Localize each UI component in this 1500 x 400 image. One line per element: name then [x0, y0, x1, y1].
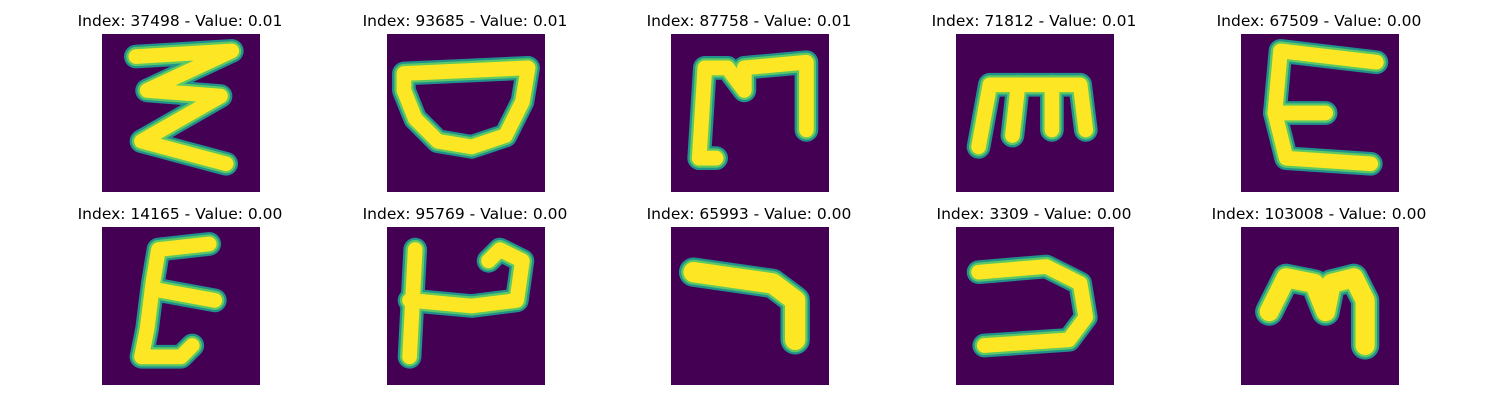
panel-title: Index: 3309 - Value: 0.00 — [936, 205, 1132, 223]
glyph-stroke — [971, 259, 1094, 353]
glyph-stroke — [1005, 77, 1026, 143]
panel-title: Index: 14165 - Value: 0.00 — [77, 205, 283, 223]
glyph-stroke — [1259, 268, 1375, 356]
panel-title: Index: 65993 - Value: 0.00 — [646, 205, 852, 223]
digit-image — [671, 34, 829, 192]
glyph-hook — [671, 227, 829, 385]
panel-title: Index: 87758 - Value: 0.01 — [646, 12, 852, 30]
glyph-m-round — [1241, 227, 1399, 385]
panel-title: Index: 67509 - Value: 0.00 — [1216, 12, 1422, 30]
panel-title: Index: 95769 - Value: 0.00 — [362, 205, 568, 223]
digit-image — [387, 227, 545, 385]
glyph-h-loop — [387, 227, 545, 385]
glyph-stroke — [396, 60, 536, 155]
digit-image — [102, 227, 260, 385]
glyph-stroke — [402, 242, 530, 314]
glyph-stroke — [683, 261, 806, 351]
glyph-stroke — [134, 236, 217, 365]
glyph-reverse-c — [956, 227, 1114, 385]
glyph-stroke — [971, 77, 1094, 155]
digit-image — [956, 34, 1114, 192]
glyph-e — [1241, 34, 1399, 192]
glyph-stroke — [128, 43, 240, 172]
digit-image — [956, 227, 1114, 385]
digit-image — [387, 34, 545, 192]
glyph-e-slanted — [102, 227, 260, 385]
glyph-bracket-m — [671, 34, 829, 192]
digit-image — [671, 227, 829, 385]
panel-title: Index: 37498 - Value: 0.01 — [77, 12, 283, 30]
digit-image — [1241, 227, 1399, 385]
panel-title: Index: 103008 - Value: 0.00 — [1211, 205, 1427, 223]
glyph-m — [956, 34, 1114, 192]
glyph-stroke — [145, 281, 223, 308]
glyph-stroke — [691, 54, 814, 166]
panel-title: Index: 71812 - Value: 0.01 — [931, 12, 1137, 30]
panel-title: Index: 93685 - Value: 0.01 — [362, 12, 568, 30]
glyph-zigzag-three — [102, 34, 260, 192]
digit-image — [1241, 34, 1399, 192]
digit-image — [102, 34, 260, 192]
glyph-bowl — [387, 34, 545, 192]
